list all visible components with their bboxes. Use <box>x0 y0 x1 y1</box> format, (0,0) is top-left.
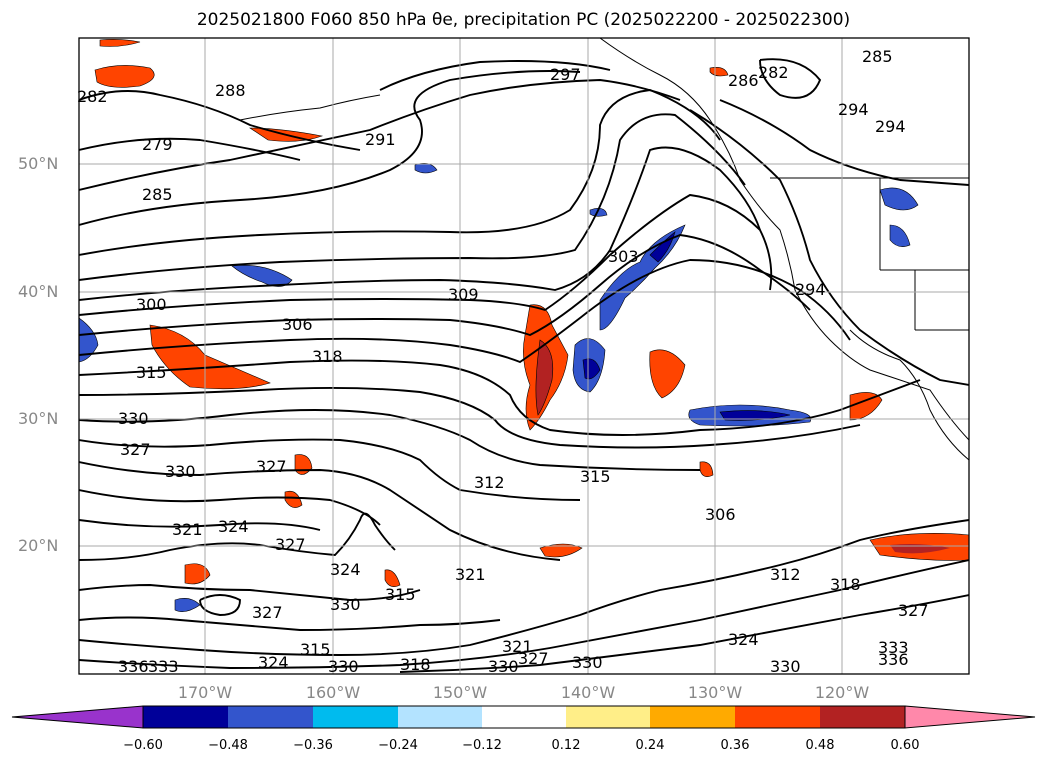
contour-label: 321 <box>455 565 486 584</box>
colorbar-tick-label: −0.12 <box>462 738 502 753</box>
contour-label: 294 <box>875 117 906 136</box>
colorbar-tick-label: 0.60 <box>890 738 920 753</box>
coastlines <box>239 38 969 461</box>
lat-label-20n: 20°N <box>18 536 59 555</box>
colorbar-segment <box>735 706 820 728</box>
contour-label: 318 <box>312 347 343 366</box>
contour-label: 327 <box>252 603 283 622</box>
lon-label-120w: 120°W <box>814 683 870 702</box>
contour-label: 321 <box>502 637 533 656</box>
contour-label: 300 <box>136 295 167 314</box>
contour-label: 327 <box>120 440 151 459</box>
contour-label: 327 <box>518 649 549 668</box>
colorbar-tick-label: −0.24 <box>378 738 418 753</box>
contour-label: 303 <box>608 247 639 266</box>
graticule <box>79 38 969 674</box>
contour-label-group: 297 288 282 286 282 285 279 291 285 294 … <box>77 47 929 676</box>
contour-label: 330 <box>328 657 359 676</box>
colorbar-tick-label: 0.48 <box>805 738 835 753</box>
map-frame <box>78 37 970 675</box>
lon-label-130w: 130°W <box>687 683 743 702</box>
contour-label: 288 <box>215 81 246 100</box>
contour-label: 279 <box>142 135 173 154</box>
contour-label: 336 <box>118 657 149 676</box>
contour-label: 330 <box>330 595 361 614</box>
contour-label: 315 <box>580 467 611 486</box>
contour-label: 285 <box>862 47 893 66</box>
theta-e-contours <box>79 58 969 673</box>
lat-label-30n: 30°N <box>18 409 59 428</box>
map-title: 2025021800 F060 850 hPa θe, precipitatio… <box>196 10 851 30</box>
colorbar-extend-left <box>11 705 144 729</box>
colorbar-extend-right <box>904 705 1036 729</box>
colorbar-tick-label: −0.60 <box>123 738 163 753</box>
map-area <box>79 38 969 673</box>
colorbar-segment <box>820 706 905 728</box>
contour-label: 286 <box>728 71 759 90</box>
contour-label: 324 <box>218 517 249 536</box>
lon-label-150w: 150°W <box>432 683 488 702</box>
lat-label-40n: 40°N <box>18 282 59 301</box>
contour-label: 294 <box>838 100 869 119</box>
contour-label: 318 <box>830 575 861 594</box>
colorbar-segment <box>313 706 398 728</box>
lon-label-170w: 170°W <box>177 683 233 702</box>
colorbar-tick-label: 0.12 <box>551 738 581 753</box>
contour-label: 282 <box>758 63 789 82</box>
lat-label-50n: 50°N <box>18 154 59 173</box>
colorbar <box>11 705 1036 729</box>
contour-label: 330 <box>770 657 801 676</box>
contour-label: 327 <box>898 601 929 620</box>
contour-label: 294 <box>795 280 826 299</box>
colorbar-segment <box>398 706 482 728</box>
contour-label: 315 <box>385 585 416 604</box>
contour-label: 312 <box>474 473 505 492</box>
contour-label: 297 <box>550 65 581 84</box>
colorbar-frame <box>142 705 906 729</box>
colorbar-segment <box>143 706 228 728</box>
colorbar-tick-label: 0.36 <box>720 738 750 753</box>
lon-label-160w: 160°W <box>305 683 361 702</box>
contour-label: 324 <box>728 630 759 649</box>
colorbar-segment <box>566 706 650 728</box>
contour-label: 330 <box>488 657 519 676</box>
contour-label: 324 <box>330 560 361 579</box>
contour-label: 324 <box>258 653 289 672</box>
contour-label: 315 <box>136 363 167 382</box>
colorbar-segment <box>228 706 313 728</box>
contour-label: 333 <box>148 657 179 676</box>
contour-label: 282 <box>77 87 108 106</box>
colorbar-tick-label: 0.24 <box>635 738 665 753</box>
contour-label: 291 <box>365 130 396 149</box>
colorbar-segment <box>650 706 735 728</box>
contour-label: 333 <box>878 638 909 657</box>
contour-label: 336 <box>878 650 909 669</box>
contour-label: 285 <box>142 185 173 204</box>
contour-label: 306 <box>282 315 313 334</box>
contour-label: 315 <box>300 640 331 659</box>
contour-label: 312 <box>770 565 801 584</box>
contour-label: 330 <box>118 409 149 428</box>
lon-label-140w: 140°W <box>560 683 616 702</box>
contour-label: 327 <box>256 457 287 476</box>
contour-label: 327 <box>275 535 306 554</box>
colorbar-tick-label: −0.36 <box>293 738 333 753</box>
contour-label: 318 <box>400 655 431 674</box>
contour-label: 306 <box>705 505 736 524</box>
colorbar-tick-label: −0.48 <box>208 738 248 753</box>
contour-label: 309 <box>448 285 479 304</box>
contour-label: 330 <box>165 462 196 481</box>
contour-label: 321 <box>172 520 203 539</box>
colorbar-segment <box>482 706 566 728</box>
contour-label: 330 <box>572 653 603 672</box>
